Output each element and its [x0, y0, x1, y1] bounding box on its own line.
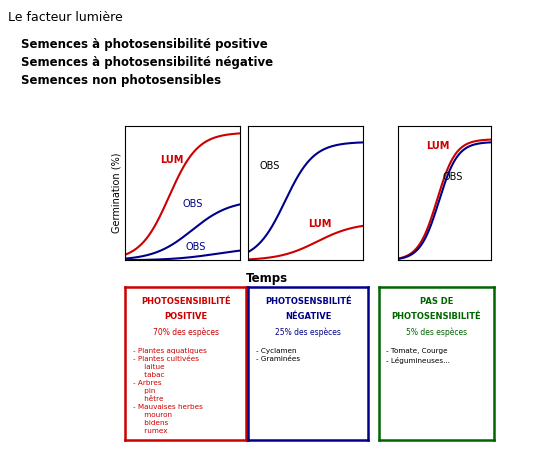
- Y-axis label: Germination (%): Germination (%): [111, 153, 121, 233]
- Text: NÉGATIVE: NÉGATIVE: [285, 312, 332, 321]
- Text: LUM: LUM: [426, 141, 449, 150]
- Text: OBS: OBS: [443, 172, 463, 181]
- Text: 70% des espèces: 70% des espèces: [153, 327, 218, 337]
- Text: - Tomate, Courge
- Légumineuses...: - Tomate, Courge - Légumineuses...: [386, 348, 450, 364]
- Text: OBS: OBS: [185, 242, 206, 251]
- Text: - Cyclamen
- Graminées: - Cyclamen - Graminées: [256, 348, 300, 362]
- Text: POSITIVE: POSITIVE: [164, 312, 207, 321]
- Text: OBS: OBS: [260, 161, 280, 171]
- Text: Semences à photosensibilité négative: Semences à photosensibilité négative: [21, 56, 273, 69]
- Text: - Plantes aquatiques
- Plantes cultivées
     laitue
     tabac
- Arbres
     pi: - Plantes aquatiques - Plantes cultivées…: [132, 348, 207, 435]
- Text: Semences à photosensibilité positive: Semences à photosensibilité positive: [21, 38, 268, 51]
- Text: 25% des espèces: 25% des espèces: [276, 327, 341, 337]
- Text: 5% des espèces: 5% des espèces: [406, 327, 467, 337]
- Text: PHOTOSENSIBILITÉ: PHOTOSENSIBILITÉ: [392, 312, 481, 321]
- Text: PAS DE: PAS DE: [420, 296, 453, 305]
- Text: LUM: LUM: [160, 155, 183, 165]
- Text: PHOTOSENSIBILITÉ: PHOTOSENSIBILITÉ: [141, 296, 230, 305]
- Text: Semences non photosensibles: Semences non photosensibles: [21, 74, 222, 87]
- Text: PHOTOSENSBILITÉ: PHOTOSENSBILITÉ: [265, 296, 352, 305]
- Text: Temps: Temps: [246, 272, 288, 285]
- Text: LUM: LUM: [308, 219, 332, 229]
- Text: Le facteur lumière: Le facteur lumière: [8, 11, 123, 24]
- Text: OBS: OBS: [183, 198, 203, 208]
